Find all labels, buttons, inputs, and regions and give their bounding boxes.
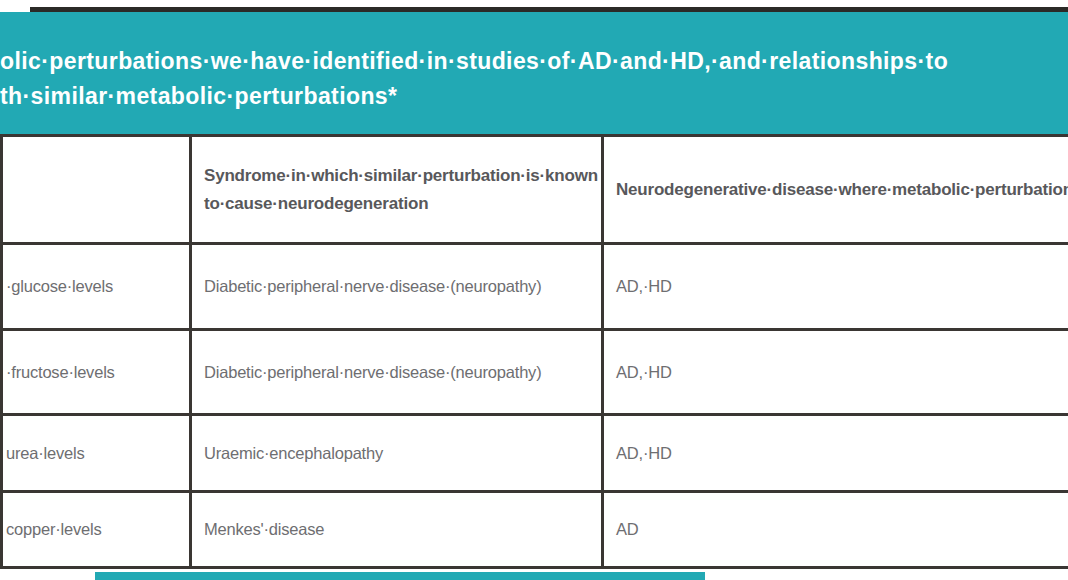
- table-title-line1: olic·perturbations·we·have·identified·in…: [0, 44, 1068, 79]
- cell-row3-metabolite: urea·levels: [3, 416, 192, 493]
- table-title-band: olic·perturbations·we·have·identified·in…: [0, 12, 1068, 134]
- next-section-band: [95, 572, 705, 580]
- cell-row2-diseases: AD,·HD: [604, 331, 1068, 416]
- cell-row4-syndrome: Menkes'·disease: [192, 493, 604, 569]
- header-cell-metabolite: [3, 137, 192, 245]
- cell-row2-metabolite: ·fructose·levels: [3, 331, 192, 416]
- cell-row2-syndrome: Diabetic·peripheral·nerve·disease·(neuro…: [192, 331, 604, 416]
- cell-row1-metabolite: ·glucose·levels: [3, 245, 192, 331]
- header-cell-disease: Neurodegenerative·disease·where·metaboli…: [604, 137, 1068, 245]
- header-cell-syndrome: Syndrome·in·which·similar·perturbation·i…: [192, 137, 604, 245]
- cell-row3-syndrome: Uraemic·encephalopathy: [192, 416, 604, 493]
- cell-row1-diseases: AD,·HD: [604, 245, 1068, 331]
- cell-row1-syndrome: Diabetic·peripheral·nerve·disease·(neuro…: [192, 245, 604, 331]
- metabolic-perturbations-table: Syndrome·in·which·similar·perturbation·i…: [0, 134, 1068, 569]
- cell-row4-metabolite: copper·levels: [3, 493, 192, 569]
- cell-row4-diseases: AD: [604, 493, 1068, 569]
- cell-row3-diseases: AD,·HD: [604, 416, 1068, 493]
- table-title-line2: th·similar·metabolic·perturbations*: [0, 79, 1068, 114]
